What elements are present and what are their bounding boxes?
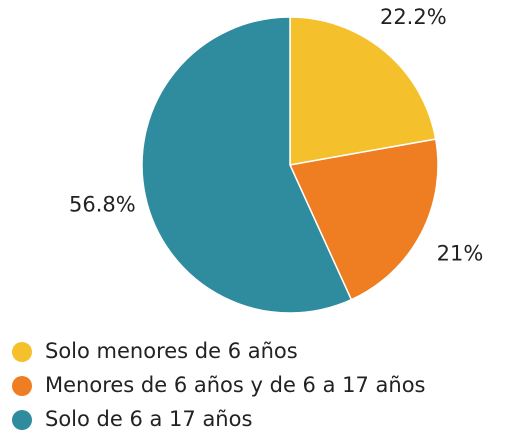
data-label: 21% <box>437 241 484 265</box>
legend-label: Solo menores de 6 años <box>45 339 298 363</box>
legend-label: Menores de 6 años y de 6 a 17 años <box>45 373 425 397</box>
legend-label: Solo de 6 a 17 años <box>45 407 252 431</box>
data-label: 56.8% <box>69 193 136 217</box>
pie-slice <box>141 16 353 314</box>
data-label: 22.2% <box>380 5 447 29</box>
legend-swatch <box>12 410 32 430</box>
pie-slice <box>288 138 439 301</box>
pie-slice <box>289 16 437 166</box>
legend-swatch <box>12 342 32 362</box>
legend-swatch <box>12 376 32 396</box>
